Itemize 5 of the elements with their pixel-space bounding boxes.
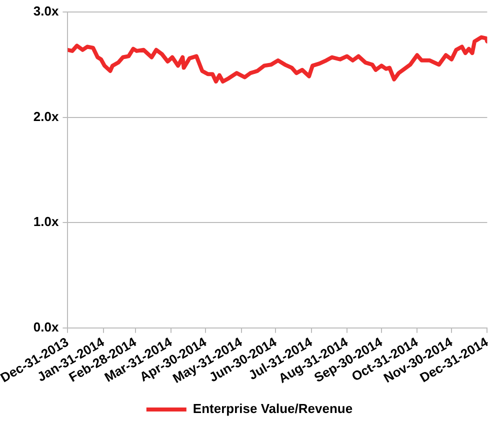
y-tick-label: 1.0x	[33, 214, 60, 230]
y-tick-label: 0.0x	[33, 319, 60, 334]
y-tick-label: 3.0x	[33, 4, 60, 19]
y-tick-label: 2.0x	[33, 108, 60, 124]
legend-label: Enterprise Value/Revenue	[192, 401, 353, 416]
